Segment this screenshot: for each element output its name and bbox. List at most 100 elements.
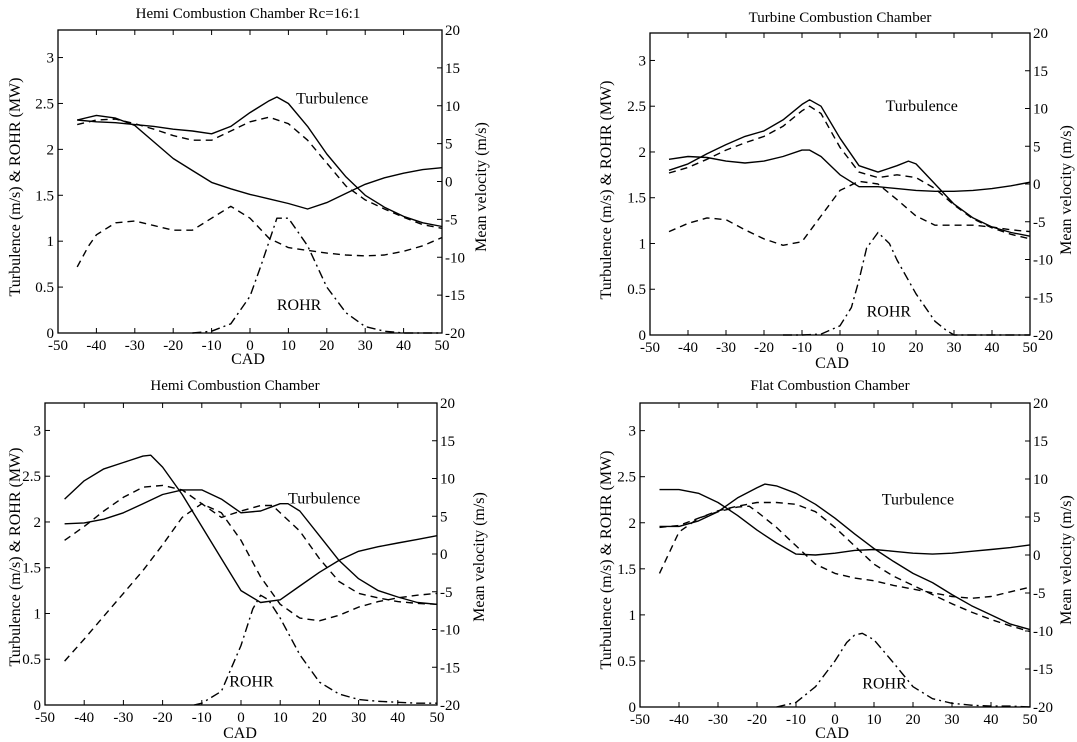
x-tick-label: -10 (786, 712, 806, 728)
y2-axis-label: Mean velocity (m/s) (1058, 125, 1075, 255)
x-tick-label: -40 (74, 710, 94, 726)
chart-title: Flat Combustion Chamber (750, 378, 909, 394)
y2-tick-label: -20 (1033, 328, 1053, 344)
x-tick-label: -30 (708, 712, 728, 728)
y-tick-label: 3 (629, 424, 637, 440)
chart-title: Hemi Combustion Chamber (150, 378, 319, 394)
x-tick-label: -50 (48, 338, 68, 354)
turbulence-label: Turbulence (882, 491, 954, 508)
y-tick-label: 1.5 (35, 188, 54, 204)
y-tick-label: 0 (34, 698, 42, 714)
y-tick-label: 1 (47, 234, 55, 250)
y-tick-label: 0.5 (22, 652, 41, 668)
x-tick-label: 50 (430, 710, 445, 726)
chart-title: Hemi Combustion Chamber Rc=16:1 (136, 6, 361, 22)
x-tick-label: 40 (985, 340, 1000, 356)
y-tick-label: 0.5 (35, 280, 54, 296)
y2-axis-label: Mean velocity (m/s) (1058, 495, 1075, 625)
plot-frame (57, 29, 443, 334)
y-tick-label: 2.5 (627, 99, 646, 115)
rohr-label: ROHR (867, 304, 912, 321)
x-tick-label: 10 (867, 712, 882, 728)
y-tick-label: 1.5 (627, 191, 646, 207)
y-tick-label: 0 (629, 700, 637, 716)
x-tick-label: 20 (909, 340, 924, 356)
y2-tick-label: 10 (445, 99, 460, 115)
y2-tick-label: 10 (1033, 102, 1048, 118)
y-tick-label: 2 (629, 516, 637, 532)
x-tick-label: -30 (125, 338, 145, 354)
y2-tick-label: -15 (1033, 662, 1053, 678)
y2-tick-label: 15 (440, 434, 455, 450)
x-axis-label: CAD (231, 351, 265, 368)
series-line-dashed (64, 503, 438, 662)
x-tick-label: -40 (669, 712, 689, 728)
x-tick-label: 10 (871, 340, 886, 356)
x-axis-label: CAD (223, 725, 257, 742)
x-tick-label: -10 (192, 710, 212, 726)
chart-title: Turbine Combustion Chamber (749, 10, 932, 26)
x-tick-label: -40 (678, 340, 698, 356)
y2-tick-label: -15 (445, 288, 465, 304)
y-tick-label: 0 (639, 328, 647, 344)
x-tick-label: 0 (237, 710, 245, 726)
series-line-dashdot (192, 217, 442, 334)
x-tick-label: -50 (35, 710, 55, 726)
y2-tick-label: -10 (1033, 624, 1053, 640)
y2-tick-label: 0 (440, 547, 448, 563)
y2-tick-label: -20 (445, 326, 465, 342)
x-tick-label: 20 (312, 710, 327, 726)
y-tick-label: 1 (639, 236, 647, 252)
y2-tick-label: 0 (1033, 177, 1041, 193)
x-tick-label: 50 (435, 338, 450, 354)
y-axis-label: Turbulence (m/s) & ROHR (MW) (598, 451, 615, 670)
y2-tick-label: 15 (1033, 434, 1048, 450)
y2-tick-label: -15 (440, 660, 460, 676)
y2-tick-label: 5 (1033, 510, 1041, 526)
y-tick-label: 2.5 (35, 96, 54, 112)
y2-tick-label: -20 (1033, 700, 1053, 716)
series-line-dashed (77, 116, 443, 229)
rohr-label: ROHR (862, 676, 907, 693)
panel-turbine: Turbine Combustion Chamber CAD Turbulenc… (598, 10, 1075, 372)
y2-axis-label: Mean velocity (m/s) (471, 492, 488, 622)
series-line-solid (64, 489, 438, 605)
y2-tick-label: 5 (1033, 139, 1041, 155)
y2-tick-label: -20 (440, 698, 460, 714)
x-tick-label: 40 (390, 710, 405, 726)
x-tick-label: 10 (273, 710, 288, 726)
y2-tick-label: -5 (1033, 586, 1046, 602)
x-tick-label: 0 (246, 338, 254, 354)
series-line-solid (668, 99, 1031, 237)
x-tick-label: -20 (153, 710, 173, 726)
series-line-dashed (64, 484, 438, 605)
x-tick-label: -50 (640, 340, 660, 356)
y-tick-label: 0.5 (617, 654, 636, 670)
x-tick-label: 30 (947, 340, 962, 356)
rohr-label: ROHR (277, 297, 322, 314)
y-axis-label: Turbulence (m/s) & ROHR (MW) (7, 78, 24, 297)
series-line-dashed (659, 501, 1031, 633)
y-tick-label: 0.5 (627, 282, 646, 298)
panel-hemi-rc16: Hemi Combustion Chamber Rc=16:1 CAD Turb… (7, 6, 490, 368)
y-tick-label: 1.5 (617, 562, 636, 578)
y-tick-label: 1.5 (22, 561, 41, 577)
y2-tick-label: -10 (445, 250, 465, 266)
x-tick-label: 0 (831, 712, 839, 728)
x-tick-label: -20 (754, 340, 774, 356)
y2-tick-label: 0 (445, 175, 453, 191)
x-tick-label: 40 (984, 712, 999, 728)
series-line-solid (659, 488, 1031, 556)
y2-tick-label: 20 (445, 23, 460, 39)
series-line-dashed (658, 505, 1031, 599)
y-tick-label: 3 (47, 51, 55, 67)
series-line-dashdot (776, 632, 1031, 708)
x-tick-label: 20 (319, 338, 334, 354)
x-tick-label: 20 (906, 712, 921, 728)
series-line-solid (77, 96, 443, 228)
turbulence-label: Turbulence (886, 98, 958, 115)
y2-axis-label: Mean velocity (m/s) (473, 122, 490, 252)
series-line-dashed (76, 205, 443, 268)
y2-tick-label: 5 (445, 137, 453, 153)
y2-tick-label: 10 (440, 472, 455, 488)
